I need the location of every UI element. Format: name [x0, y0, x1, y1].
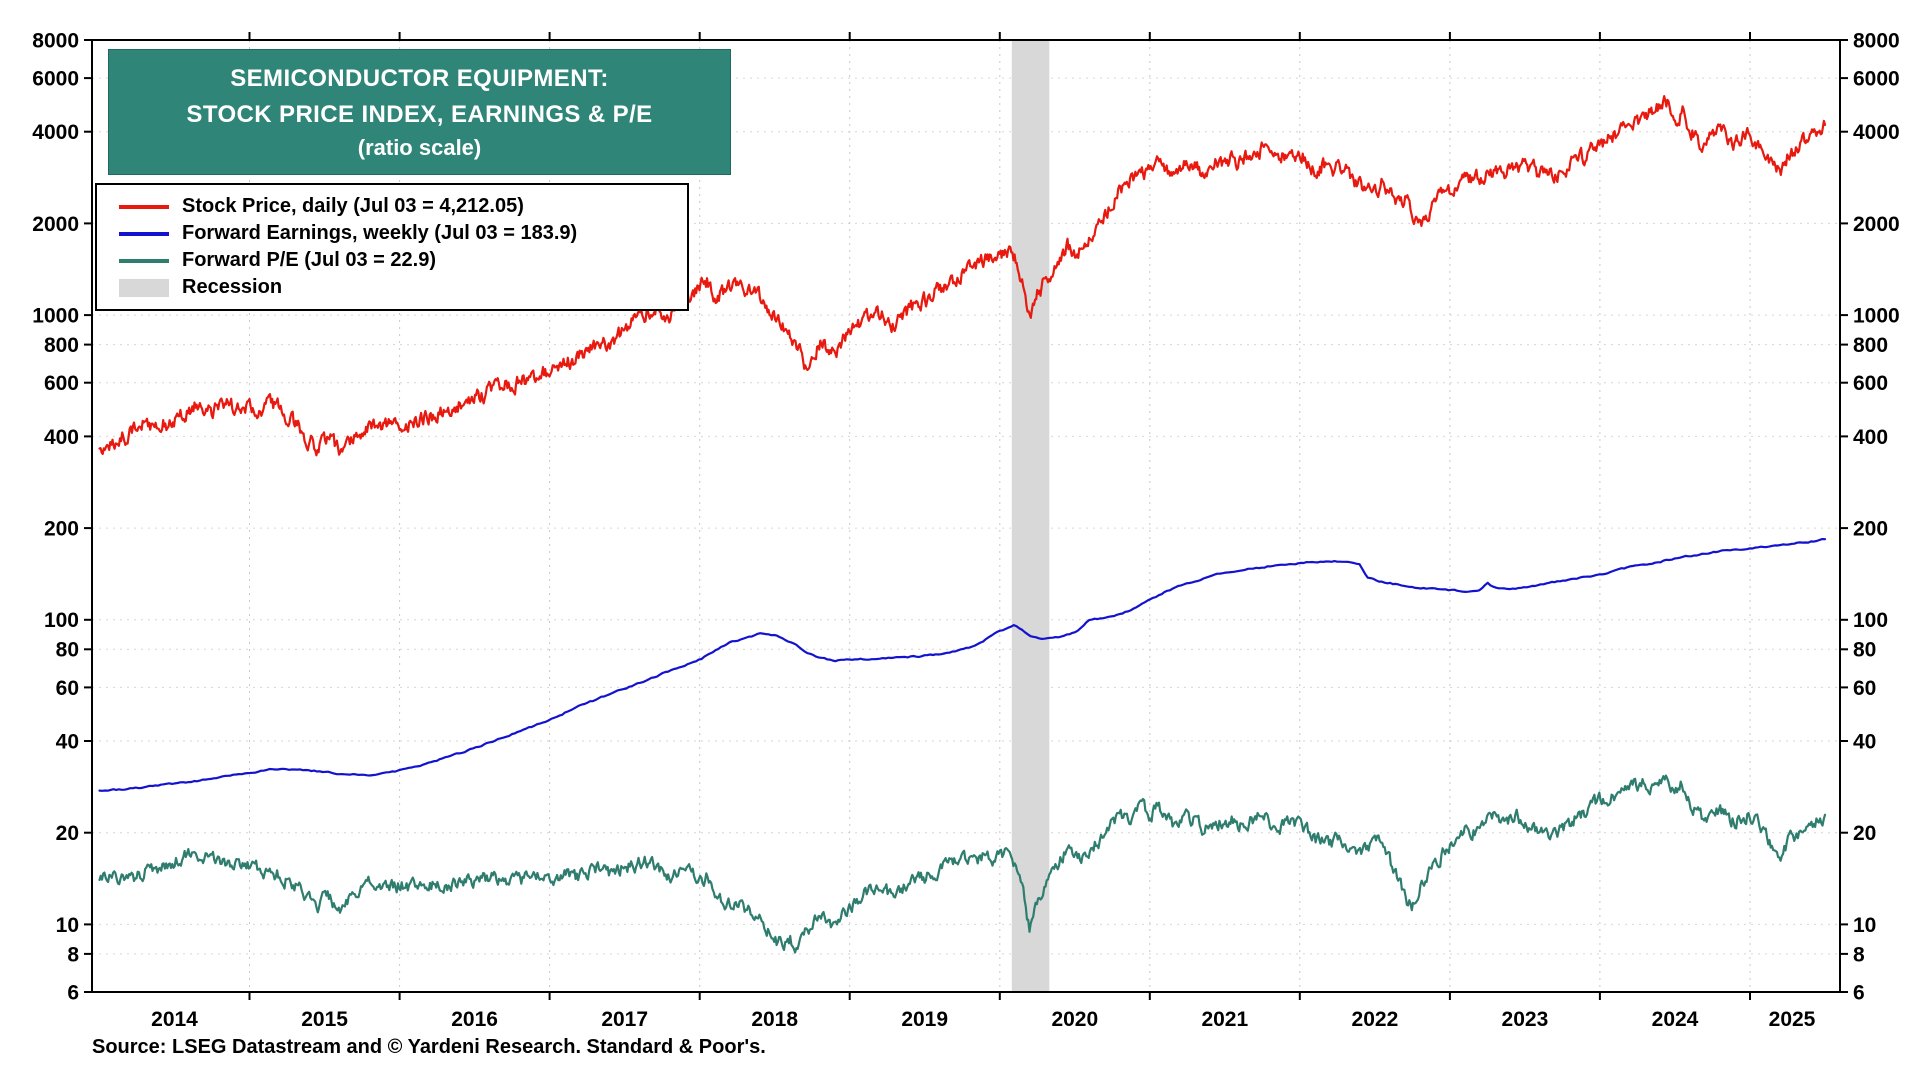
y-axis-label-left: 600: [44, 372, 79, 395]
x-axis-label: 2023: [1502, 1008, 1549, 1031]
chart-title-line2: STOCK PRICE INDEX, EARNINGS & P/E: [186, 100, 653, 128]
source-note: Source: LSEG Datastream and © Yardeni Re…: [92, 1036, 766, 1058]
x-axis-label: 2019: [901, 1008, 948, 1031]
x-axis-label: 2014: [151, 1008, 198, 1031]
legend-swatch-0: [119, 204, 169, 209]
y-axis-label-right: 6: [1853, 981, 1865, 1004]
y-axis-label-right: 10: [1853, 914, 1876, 937]
y-axis-label-left: 6: [67, 981, 79, 1004]
y-axis-label-left: 80: [56, 639, 79, 662]
y-axis-label-right: 200: [1853, 517, 1888, 540]
y-axis-label-right: 4000: [1853, 121, 1900, 144]
y-axis-label-left: 1000: [32, 304, 79, 327]
y-axis-label-left: 4000: [32, 121, 79, 144]
y-axis-label-right: 400: [1853, 426, 1888, 449]
y-axis-label-left: 8000: [32, 29, 79, 52]
legend-box: Stock Price, daily (Jul 03 = 4,212.05) F…: [95, 183, 689, 311]
x-gridlines: [249, 40, 1751, 992]
y-axis-label-left: 20: [56, 822, 79, 845]
y-axis-label-right: 80: [1853, 639, 1876, 662]
y-axis-label-left: 2000: [32, 213, 79, 236]
legend-item-forward-earnings: Forward Earnings, weekly (Jul 03 = 183.9…: [119, 220, 687, 247]
legend-item-recession: Recession: [119, 274, 687, 301]
legend-label-forward-pe: Forward P/E (Jul 03 = 22.9): [182, 249, 436, 271]
x-axis-label: 2020: [1051, 1008, 1098, 1031]
y-axis-label-right: 8000: [1853, 29, 1900, 52]
x-axis-label: 2021: [1201, 1008, 1248, 1031]
plot-border: [91, 39, 1841, 993]
y-axis-label-right: 800: [1853, 334, 1888, 357]
y-axis-label-left: 200: [44, 517, 79, 540]
legend-label-forward-earnings: Forward Earnings, weekly (Jul 03 = 183.9…: [182, 222, 578, 244]
forward-pe-line: [98, 774, 1827, 954]
y-axis-label-left: 40: [56, 730, 79, 753]
chart-title-line3: (ratio scale): [357, 134, 482, 160]
y-axis-label-right: 100: [1853, 609, 1888, 632]
x-axis-label: 2018: [751, 1008, 798, 1031]
x-axis-label: 2016: [451, 1008, 498, 1031]
y-axis-label-left: 6000: [32, 67, 79, 90]
y-axis-label-left: 8: [67, 943, 79, 966]
legend-swatch-1: [119, 231, 169, 236]
y-axis-label-left: 60: [56, 677, 79, 700]
chart-title-line1: SEMICONDUCTOR EQUIPMENT:: [230, 64, 609, 92]
legend-label-recession: Recession: [182, 276, 283, 298]
recession-band: [1011, 40, 1050, 992]
y-axis-label-left: 100: [44, 609, 79, 632]
y-axis-label-right: 1000: [1853, 304, 1900, 327]
y-axis-label-right: 6000: [1853, 67, 1900, 90]
y-axis-label-left: 400: [44, 426, 79, 449]
y-axis-label-right: 8: [1853, 943, 1865, 966]
y-axis-label-right: 40: [1853, 730, 1876, 753]
legend-item-forward-pe: Forward P/E (Jul 03 = 22.9): [119, 247, 687, 274]
x-axis-label: 2015: [301, 1008, 348, 1031]
legend-swatch-2: [119, 258, 169, 263]
y-axis-label-left: 10: [56, 914, 79, 937]
y-axis-label-right: 600: [1853, 372, 1888, 395]
forward-earnings-line: [98, 537, 1827, 792]
x-axis-label: 2024: [1652, 1008, 1699, 1031]
x-axis-label: 2022: [1352, 1008, 1399, 1031]
legend-item-stock-price: Stock Price, daily (Jul 03 = 4,212.05): [119, 193, 687, 220]
legend-label-stock-price: Stock Price, daily (Jul 03 = 4,212.05): [182, 195, 524, 217]
x-axis-label: 2017: [601, 1008, 648, 1031]
y-axis-label-right: 60: [1853, 677, 1876, 700]
chart-title-box: SEMICONDUCTOR EQUIPMENT: STOCK PRICE IND…: [108, 49, 731, 175]
y-axis-label-right: 2000: [1853, 213, 1900, 236]
stock-price-line: [98, 94, 1827, 457]
y-axis-label-left: 800: [44, 334, 79, 357]
x-axis-label: 2025: [1769, 1008, 1816, 1031]
legend-swatch-3: [119, 278, 169, 297]
y-axis-label-right: 20: [1853, 822, 1876, 845]
